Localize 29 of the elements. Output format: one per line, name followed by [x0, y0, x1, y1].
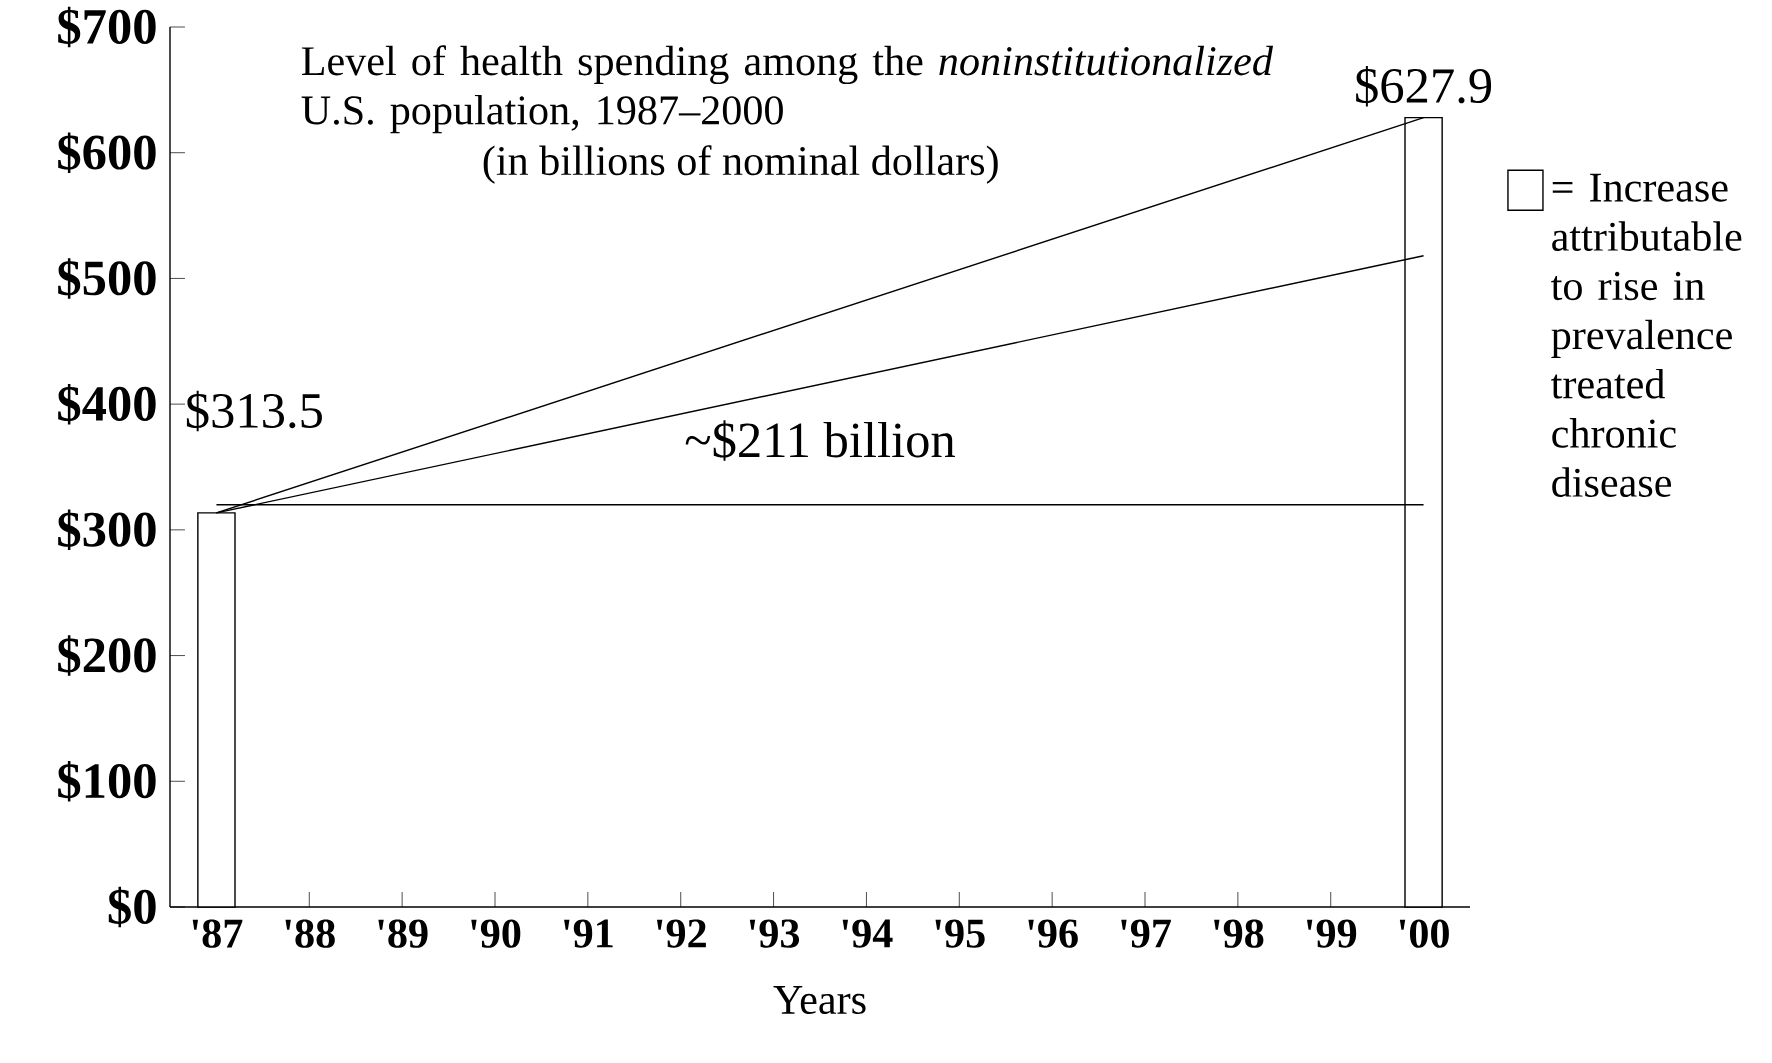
y-tick-label: $200 [58, 635, 156, 676]
x-tick-label: '99 [1306, 919, 1357, 948]
x-tick-label: '97 [1121, 919, 1171, 948]
y-tick-label: $500 [58, 258, 156, 299]
x-tick-label: '95 [935, 919, 985, 948]
y-tick-label: $700 [58, 6, 156, 48]
x-tick-label: '92 [656, 919, 706, 948]
data-label: $627.9 [1356, 65, 1492, 107]
y-tick-label: $600 [58, 132, 156, 173]
x-tick-label: '87 [192, 919, 243, 948]
x-tick-label: '90 [471, 919, 521, 948]
chart-title: Level of health spending among the noninstitutionalized U.S. population, 1987–2000 [301, 45, 1274, 134]
y-tick-label: $400 [58, 383, 156, 425]
y-tick-label: $100 [58, 761, 156, 802]
x-tick-label: '93 [749, 919, 800, 948]
x-tick-label: '98 [1214, 919, 1264, 948]
x-tick-label: '91 [564, 919, 613, 948]
text: (in billions of nominal dollars) [483, 145, 998, 184]
x-tick-label: '88 [285, 919, 335, 948]
legend-label: = Increase attributable to rise in prevalence treated chronic disease [1551, 173, 1742, 497]
y-tick-label: $0 [108, 886, 156, 928]
x-axis-title: Years [773, 986, 866, 1015]
x-tick-label: '00 [1399, 919, 1449, 948]
data-label: $313.5 [186, 390, 322, 432]
y-tick-label: $300 [58, 509, 156, 551]
x-tick-label: '96 [1028, 919, 1078, 948]
x-tick-label: '94 [842, 919, 893, 948]
x-tick-label: '89 [378, 919, 428, 948]
annotation: ~$211 billion [685, 420, 955, 461]
